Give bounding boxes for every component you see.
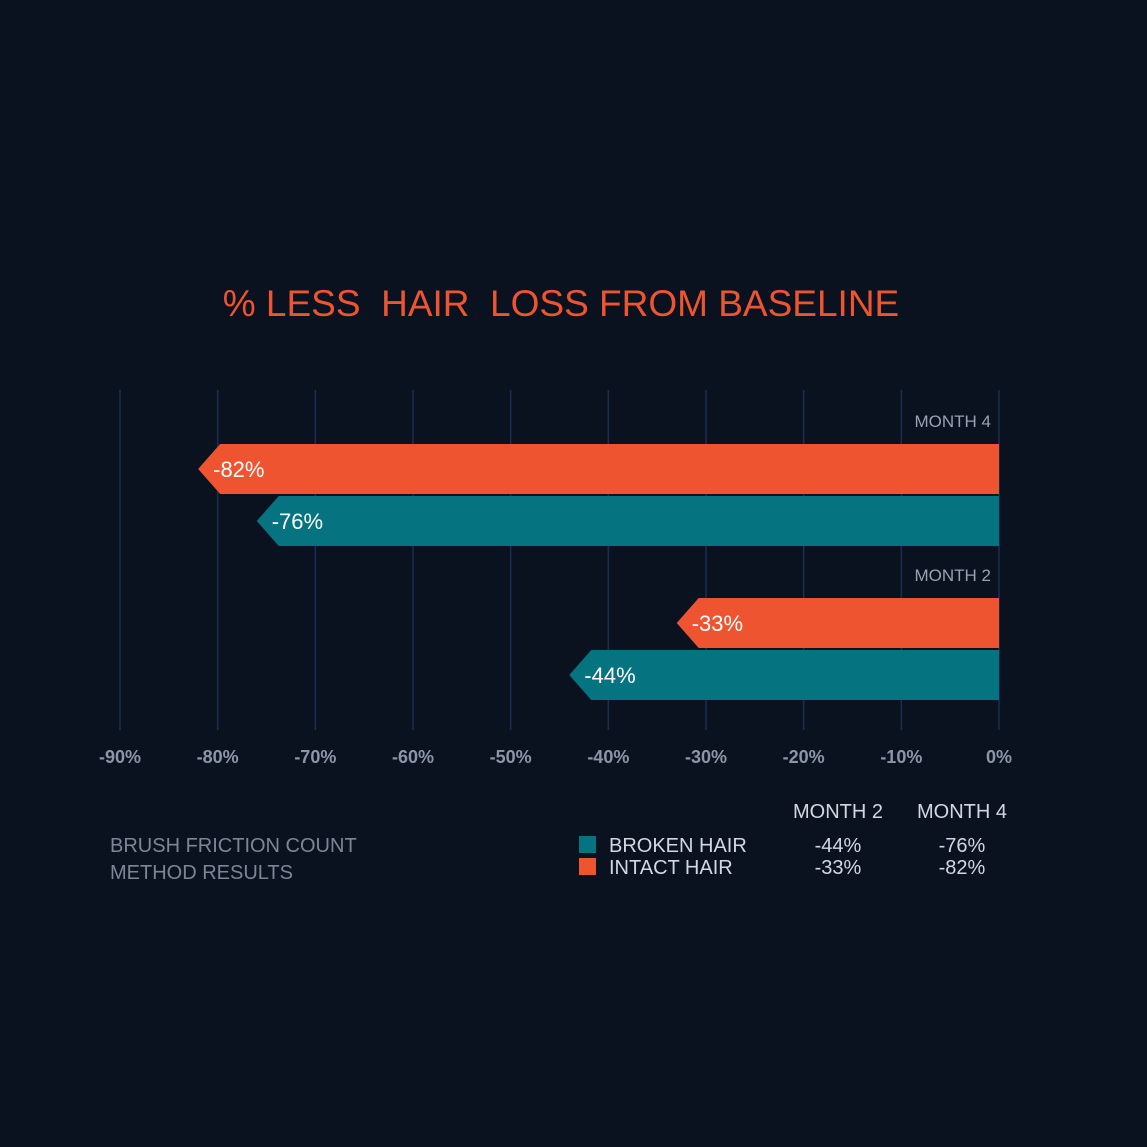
legend-value: -44%	[815, 835, 862, 857]
x-tick-label: -70%	[294, 747, 336, 767]
footnote-line: BRUSH FRICTION COUNT	[110, 835, 357, 857]
legend-value: -82%	[939, 857, 986, 879]
bars: MONTH 4 -82% -76% MONTH 2 -33% -44%	[198, 412, 1000, 700]
x-tick-label: -50%	[490, 747, 532, 767]
legend-swatch-intact-hair	[579, 858, 596, 875]
bar-month-4-intact-hair	[198, 444, 1000, 494]
bar-month-2-intact-hair	[676, 598, 999, 648]
footnote: BRUSH FRICTION COUNT METHOD RESULTS	[110, 835, 357, 884]
bar-month-2-broken-hair	[569, 650, 999, 700]
legend-swatch-broken-hair	[579, 836, 596, 853]
chart-title: % LESS HAIR LOSS FROM BASELINE	[223, 283, 899, 324]
legend-value: -76%	[939, 835, 986, 857]
x-tick-label: -20%	[783, 747, 825, 767]
bar-value-label: -44%	[584, 663, 635, 688]
legend-series-name: INTACT HAIR	[609, 857, 733, 879]
x-tick-label: -90%	[99, 747, 141, 767]
group-label-month-2: MONTH 2	[915, 566, 992, 585]
legend-column-month-4: MONTH 4	[917, 801, 1007, 823]
legend-series-name: BROKEN HAIR	[609, 835, 747, 857]
x-tick-label: -60%	[392, 747, 434, 767]
legend-table: MONTH 2 MONTH 4 BROKEN HAIR -44% -76% INTACT …	[579, 801, 1007, 879]
x-axis-ticks: -90% -80% -70% -60% -50% -40% -30% -20% -10% 0%	[99, 747, 1012, 767]
bar-value-label: -33%	[692, 611, 743, 636]
legend-column-month-2: MONTH 2	[793, 801, 883, 823]
footnote-line: METHOD RESULTS	[110, 862, 293, 884]
x-tick-label: -40%	[587, 747, 629, 767]
x-tick-label: 0%	[986, 747, 1012, 767]
x-tick-label: -30%	[685, 747, 727, 767]
bar-month-4-broken-hair	[256, 496, 999, 546]
group-label-month-4: MONTH 4	[915, 412, 992, 431]
bar-value-label: -82%	[213, 457, 264, 482]
x-tick-label: -10%	[880, 747, 922, 767]
bar-value-label: -76%	[272, 509, 323, 534]
legend-value: -33%	[815, 857, 862, 879]
x-tick-label: -80%	[197, 747, 239, 767]
